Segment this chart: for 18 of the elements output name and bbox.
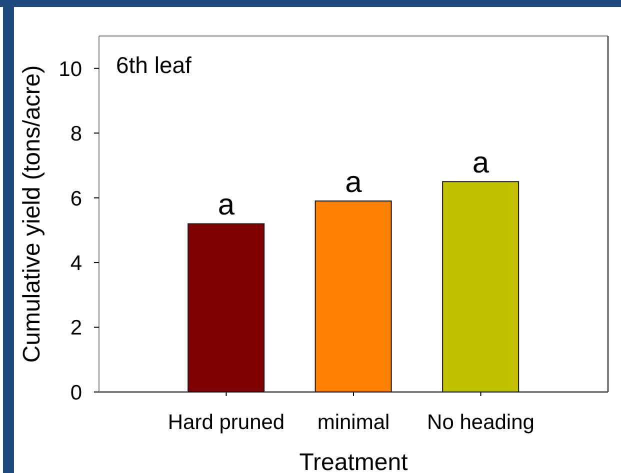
y-tick-label: 10 bbox=[58, 58, 82, 81]
x-tick-label: No heading bbox=[427, 410, 534, 434]
x-tick-label: Hard pruned bbox=[168, 410, 285, 434]
y-tick-label: 8 bbox=[70, 122, 82, 146]
y-tick-label: 4 bbox=[70, 252, 82, 275]
y-tick-label: 2 bbox=[70, 316, 82, 340]
text: 6th leaf bbox=[116, 52, 192, 79]
annotation: a bbox=[345, 166, 362, 200]
annotation: a bbox=[472, 146, 490, 180]
bar bbox=[442, 181, 520, 392]
bar bbox=[314, 200, 392, 392]
y-axis-title: Cumulative yield (tons/acre) bbox=[18, 65, 46, 363]
x-tick-label: minimal bbox=[317, 410, 390, 434]
y-tick-label: 6 bbox=[70, 187, 82, 210]
x-axis-title: Treatment bbox=[299, 449, 408, 473]
bar bbox=[188, 223, 265, 392]
annotation: a bbox=[218, 188, 235, 222]
y-tick-label: 0 bbox=[70, 381, 82, 404]
